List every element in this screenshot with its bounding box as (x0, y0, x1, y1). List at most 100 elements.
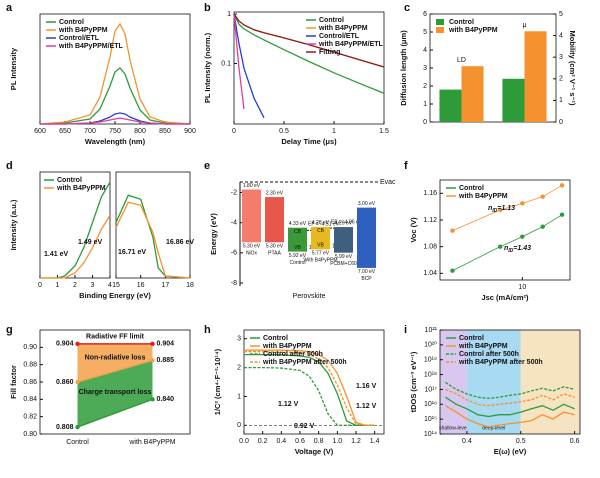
panel-letter: d (6, 160, 13, 172)
legend-label: Control (59, 19, 84, 26)
value-label: 0.904 (157, 341, 175, 348)
value-label: 0.860 (56, 379, 74, 386)
band-label: CB (294, 229, 302, 235)
x-axis-label: Wavelength (nm) (85, 137, 146, 146)
legend-label: Control (459, 185, 484, 192)
y-tick-label: 1 (237, 393, 241, 400)
annotation: 1.16 V (356, 383, 377, 390)
x-tick-label: 800 (134, 128, 146, 135)
panel: a 600 650 700 750 800 850 900 Wavelength (nm) PL … (6, 2, 196, 146)
y-tick-label: -2 (231, 189, 237, 196)
y2-tick-label: 5 (559, 11, 563, 18)
panel: i shallow-level deep-level 10¹⁴ 10¹⁵ 10¹⁶ 10¹⁷… (404, 324, 581, 456)
y-tick-label: 0.86 (23, 379, 37, 386)
annotation: 16.71 eV (118, 249, 146, 256)
legend-label: Control (319, 17, 344, 24)
panel-letter: a (6, 2, 13, 14)
x-tick-label: with B4PyPPM (128, 439, 175, 446)
series-line (233, 13, 245, 110)
y-axis-label: Diffusion length (μm) (399, 30, 408, 106)
panel-letter: h (204, 324, 211, 336)
point (450, 228, 455, 233)
point (150, 397, 155, 402)
y-tick-label: 10¹⁵ (424, 416, 437, 423)
x-tick-label: 0.8 (314, 438, 324, 445)
level-label: 5.30 eV (243, 244, 261, 250)
limit-label: Radiative FF limit (86, 334, 145, 341)
y-tick-label: 3 (423, 65, 427, 72)
legend-label: with B4PyPPM (458, 193, 508, 200)
block-name: BCP (361, 276, 372, 282)
x-tick-label: 1.4 (370, 438, 380, 445)
x-tick-label: Control (66, 439, 89, 446)
bar (524, 31, 547, 123)
energy-block (288, 227, 307, 252)
panel-letter: i (404, 324, 407, 336)
legend-label: Control after 500h (459, 351, 519, 358)
y-axis-label: Energy (eV) (209, 213, 218, 255)
series-line (40, 117, 190, 125)
bar (502, 78, 525, 122)
y2-tick-label: 2 (559, 76, 563, 83)
annotation-text: 1.12 V (278, 401, 299, 408)
annotation-text: 1.16 V (356, 383, 377, 390)
fermi-label: EF = -4.51 eV (308, 222, 340, 228)
x-tick-label: 0.0 (239, 438, 249, 445)
block-name: NiOx (246, 251, 258, 257)
annotation-sub: ID (492, 208, 497, 214)
x-tick-label: 0.6 (570, 438, 580, 445)
plot-frame (439, 329, 581, 435)
series-line (233, 13, 385, 94)
x-tick-label: 16 (137, 282, 145, 289)
annotation-text: n (488, 205, 492, 212)
annotation-text: 1.49 eV (78, 239, 102, 246)
y2-tick-label: 4 (559, 32, 563, 39)
point (75, 379, 80, 385)
x-axis-label: Jsc (mA/cm²) (481, 293, 529, 302)
x-tick-label: 600 (34, 128, 46, 135)
x-tick-label: 0.4 (276, 438, 286, 445)
x-tick-label: 4 (108, 282, 112, 289)
point (520, 234, 525, 239)
level-label: 5.92 eV (289, 253, 307, 259)
region (466, 330, 521, 434)
x-tick-label: 1.2 (351, 438, 361, 445)
level-label: 5.77 eV (312, 251, 330, 257)
y-tick-label: 1.08 (423, 244, 437, 251)
panel: h 0 1 2 3 0.0 0.2 0.4 0.6 0.8 1.0 1.2 1.4 Voltage (V)… (204, 324, 385, 456)
legend-label: with B4PyPPM (448, 27, 498, 34)
annotation-text: 1.41 eV (44, 251, 68, 258)
series-line (233, 13, 265, 119)
y-tick-label: 1 (227, 11, 231, 18)
annotation-tail: =1.13 (497, 205, 515, 212)
band-label: VB (317, 243, 324, 249)
x-tick-label: 2 (73, 282, 77, 289)
legend-swatch (436, 27, 444, 33)
y-tick-label: 10¹⁷ (424, 386, 437, 393)
region (520, 330, 580, 434)
series-line (244, 366, 375, 426)
level-label: 3.00 eV (358, 201, 376, 207)
panel: c 0 1 2 3 4 5 6 0 1 2 3 4 5 Diffusion length (μm) Mobil… (399, 2, 577, 126)
x-tick-label: 18 (186, 282, 194, 289)
point (497, 207, 503, 213)
x-tick-label: 10 (518, 284, 526, 291)
value-label: 0.904 (56, 341, 74, 348)
x-axis-label: Delay Time (μs) (281, 137, 337, 146)
y2-tick-label: 3 (559, 54, 563, 61)
panel-letter: e (204, 160, 210, 172)
level-label: 2.30 eV (266, 190, 284, 196)
series-line (39, 22, 191, 125)
block-name: Control (289, 260, 305, 266)
series-line (233, 13, 385, 68)
legend-label: with B4PyPPM after 500h (262, 359, 347, 366)
y2-tick-label: 1 (559, 97, 563, 104)
panel: 15 16 17 18 Binding Energy (eV) 16.71 eV 16.86… (79, 171, 194, 300)
panel-letter: b (204, 2, 211, 14)
value-label: 0.808 (56, 424, 74, 431)
x-tick-label: 650 (59, 128, 71, 135)
y-tick-label: 1 (423, 101, 427, 108)
level-label: 1.80 eV (243, 183, 261, 189)
legend-label: Control/ETL (319, 33, 360, 40)
annotation: 1.49 eV (78, 239, 102, 246)
